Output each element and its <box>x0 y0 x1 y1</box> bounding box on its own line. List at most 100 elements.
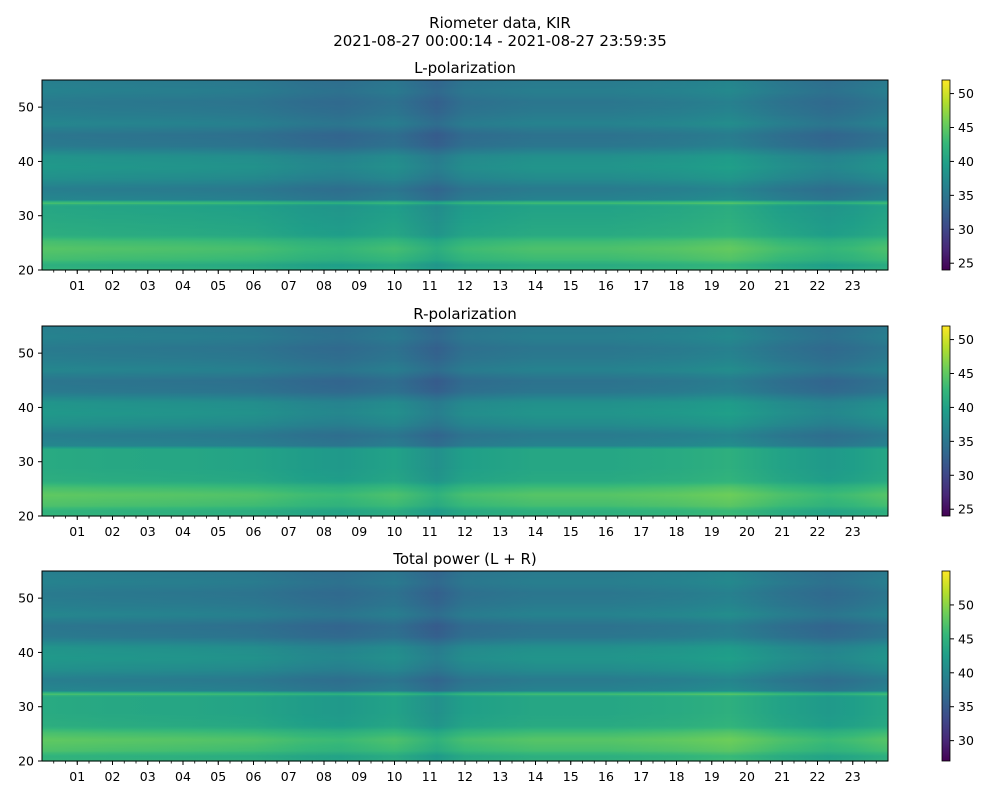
heatmap-row <box>42 146 888 149</box>
heatmap-row <box>42 234 888 237</box>
heatmap-row <box>42 370 888 373</box>
heatmap-row <box>42 181 888 184</box>
heatmap-row <box>42 610 888 613</box>
heatmap-row <box>42 252 888 255</box>
heatmap-row <box>42 251 888 253</box>
heatmap-row <box>42 207 888 210</box>
heatmap-row <box>42 131 888 134</box>
heatmap-row <box>42 116 888 119</box>
heatmap-row <box>42 264 888 267</box>
heatmap-row <box>42 498 888 501</box>
heatmap-row <box>42 503 888 506</box>
heatmap-row <box>42 758 888 761</box>
x-tick-label: 04 <box>175 769 191 784</box>
heatmap-row <box>42 632 888 635</box>
heatmap-row <box>42 732 888 735</box>
heatmap-row <box>42 682 888 685</box>
heatmap-row <box>42 656 888 659</box>
heatmap-row <box>42 744 888 747</box>
x-tick-label: 03 <box>140 769 156 784</box>
panel-1: L-polarization 20 30 40 50 01 02 03 04 05 06 07 08 09… <box>18 59 974 293</box>
heatmap-row <box>42 222 888 225</box>
heatmap-row <box>42 223 888 226</box>
heatmap-row <box>42 259 888 262</box>
x-tick-label: 08 <box>316 278 332 293</box>
heatmap-row <box>42 497 888 499</box>
heatmap-row <box>42 488 888 491</box>
heatmap-row <box>42 695 888 698</box>
heatmap-row <box>42 494 888 497</box>
heatmap-row <box>42 640 888 643</box>
heatmap-row <box>42 332 888 335</box>
heatmap-row <box>42 622 888 625</box>
heatmap-row <box>42 750 888 753</box>
panels-group: L-polarization 20 30 40 50 01 02 03 04 05 06 07 08 09… <box>18 59 974 784</box>
x-tick-label: 16 <box>598 524 614 539</box>
heatmap-row <box>42 255 888 258</box>
heatmap-row <box>42 604 888 607</box>
heatmap-row <box>42 257 888 260</box>
heatmap-row <box>42 132 888 135</box>
heatmap-row <box>42 628 888 630</box>
x-tick-label: 14 <box>528 524 544 539</box>
x-tick-label: 21 <box>774 278 790 293</box>
heatmap-row <box>42 492 888 495</box>
x-tick-label: 01 <box>69 278 85 293</box>
x-tick-label: 08 <box>316 524 332 539</box>
heatmap-row <box>42 615 888 618</box>
heatmap-row <box>42 576 888 579</box>
heatmap-row <box>42 611 888 614</box>
heatmap-row <box>42 199 888 202</box>
heatmap-row <box>42 364 888 366</box>
heatmap-row <box>42 429 888 432</box>
heatmap-row <box>42 708 888 711</box>
heatmap-row <box>42 618 888 621</box>
heatmap-row <box>42 130 888 133</box>
heatmap-row <box>42 661 888 664</box>
colorbar-tick-label: 30 <box>958 733 974 748</box>
heatmap-row <box>42 195 888 198</box>
heatmap-row <box>42 84 888 87</box>
heatmap-row <box>42 165 888 168</box>
heatmap-row <box>42 495 888 498</box>
heatmap-row <box>42 425 888 428</box>
figure-subtitle-date-range: 2021-08-27 00:00:14 - 2021-08-27 23:59:3… <box>333 32 667 50</box>
heatmap-row <box>42 400 888 403</box>
heatmap-row <box>42 194 888 196</box>
x-tick-label: 18 <box>669 524 685 539</box>
x-tick-label: 10 <box>387 769 403 784</box>
heatmap-row <box>42 368 888 371</box>
x-tick-label: 02 <box>105 769 121 784</box>
heatmap-row <box>42 217 888 220</box>
heatmap-row <box>42 619 888 622</box>
heatmap-row <box>42 143 888 146</box>
x-tick-label: 23 <box>845 524 861 539</box>
heatmap-row <box>42 175 888 177</box>
heatmap-row <box>42 742 888 744</box>
heatmap-row <box>42 435 888 438</box>
heatmap-row <box>42 168 888 171</box>
heatmap-row <box>42 602 888 605</box>
heatmap-row <box>42 202 888 205</box>
x-tick-label: 07 <box>281 769 297 784</box>
heatmap-row <box>42 724 888 727</box>
heatmap-row <box>42 238 888 241</box>
heatmap-row <box>42 727 888 730</box>
heatmap-row <box>42 437 888 440</box>
heatmap-row <box>42 96 888 99</box>
heatmap-row <box>42 108 888 111</box>
heatmap-row <box>42 644 888 647</box>
heatmap-row <box>42 82 888 85</box>
heatmap-row <box>42 505 888 508</box>
heatmap-row <box>42 649 888 652</box>
y-tick-label: 40 <box>18 154 34 169</box>
heatmap-row <box>42 614 888 617</box>
heatmap-row <box>42 393 888 396</box>
x-tick-label: 04 <box>175 278 191 293</box>
heatmap-row <box>42 115 888 118</box>
heatmap-row <box>42 218 888 221</box>
heatmap-row <box>42 637 888 640</box>
heatmap-row <box>42 571 888 573</box>
heatmap-row <box>42 377 888 380</box>
x-tick-label: 11 <box>422 278 438 293</box>
